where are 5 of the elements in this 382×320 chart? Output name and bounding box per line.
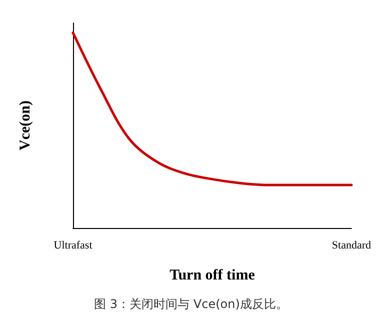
y-axis-title: Vce(on) (18, 100, 34, 150)
x-tick-label: Standard (332, 240, 372, 252)
caption: 图 3：关闭时间与 Vce(on)成反比。 (94, 297, 288, 311)
x-tick-label: Ultrafast (54, 240, 92, 252)
x-axis-title: Turn off time (170, 268, 256, 284)
